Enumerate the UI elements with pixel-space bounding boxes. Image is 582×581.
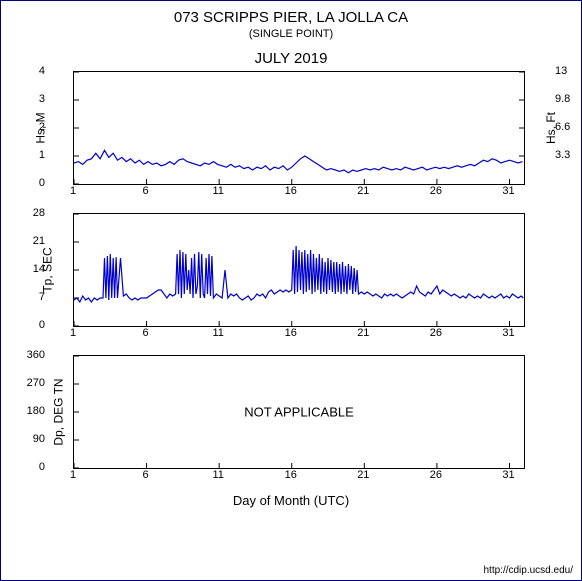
chart-hs-svg: [73, 71, 525, 185]
chart-dp: Dp, DEG TN 090180270360 NOT APPLICABLE: [73, 355, 525, 469]
xticks-2: 161116212631: [73, 327, 525, 341]
xticks-3: 161116212631: [73, 469, 525, 483]
xticks-1: 161116212631: [73, 185, 525, 199]
title-sub: (SINGLE POINT): [1, 28, 581, 40]
footer-url: http://cdip.ucsd.edu/: [483, 565, 573, 576]
ylabel-dp: Dp, DEG TN: [52, 378, 66, 445]
xlabel: Day of Month (UTC): [1, 493, 581, 508]
title-month: JULY 2019: [1, 50, 581, 67]
chart-tp: Tp, SEC 07142128: [73, 213, 525, 327]
title-main: 073 SCRIPPS PIER, LA JOLLA CA: [1, 9, 581, 26]
chart-tp-svg: [73, 213, 525, 327]
not-applicable-text: NOT APPLICABLE: [244, 405, 354, 420]
chart-hs: Hs, M Hs, Ft 01234 3.36.69.813: [73, 71, 525, 185]
figure-container: 073 SCRIPPS PIER, LA JOLLA CA (SINGLE PO…: [0, 0, 582, 581]
